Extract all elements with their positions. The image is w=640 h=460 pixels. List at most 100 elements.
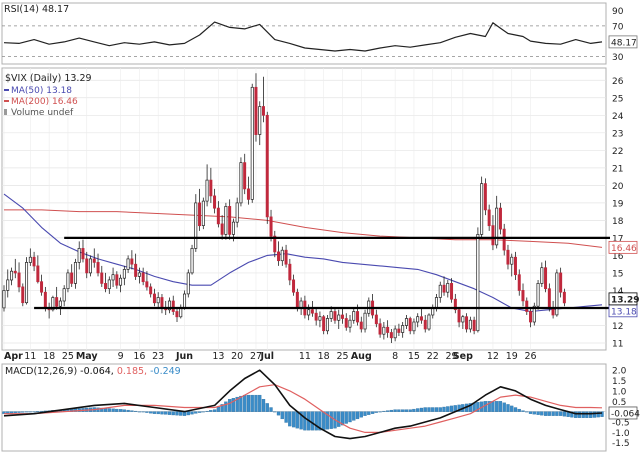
candle-down bbox=[198, 202, 202, 227]
macd-histogram-bar bbox=[536, 411, 540, 415]
candle-down bbox=[254, 86, 258, 135]
macd-histogram-bar bbox=[265, 403, 269, 412]
candle-up bbox=[194, 202, 198, 249]
candle-down bbox=[340, 314, 344, 319]
macd-histogram-bar bbox=[212, 409, 217, 412]
price-ytick-label: 24 bbox=[612, 112, 624, 122]
macd-histogram-bar bbox=[246, 394, 251, 412]
macd-histogram-bar bbox=[389, 409, 394, 412]
candle-up bbox=[88, 258, 92, 274]
macd-histogram-bar bbox=[288, 411, 292, 427]
candle-up bbox=[2, 290, 6, 309]
candle-up bbox=[434, 297, 438, 309]
candle-up bbox=[119, 277, 123, 286]
macd-histogram-bar bbox=[280, 411, 284, 420]
candle-up bbox=[510, 256, 514, 265]
candle-down bbox=[160, 297, 164, 309]
candle-up bbox=[186, 272, 190, 295]
macd-histogram-bar bbox=[224, 401, 228, 412]
macd-histogram-bar bbox=[352, 411, 356, 421]
macd-histogram-bar bbox=[434, 407, 439, 412]
candle-down bbox=[295, 291, 299, 309]
candle-down bbox=[228, 206, 232, 235]
candle-down bbox=[423, 319, 427, 330]
candle-down bbox=[529, 311, 533, 323]
candle-up bbox=[318, 316, 322, 321]
macd-histogram-bar bbox=[555, 411, 559, 416]
macd-legend-prefix: MACD(12,26,9) bbox=[5, 366, 77, 377]
candle-up bbox=[363, 312, 367, 330]
macd-histogram-bar bbox=[528, 411, 533, 414]
x-axis-label: 18 bbox=[43, 351, 55, 362]
candle-up bbox=[427, 314, 431, 330]
macd-histogram-bar bbox=[107, 408, 111, 412]
candle-down bbox=[314, 312, 318, 321]
candle-down bbox=[453, 298, 457, 311]
candle-up bbox=[167, 300, 171, 311]
candle-down bbox=[40, 281, 44, 293]
macd-ytick-label: -1.0 bbox=[612, 429, 630, 439]
candle-down bbox=[487, 209, 491, 227]
macd-histogram-bar bbox=[103, 408, 108, 412]
macd-histogram-bar bbox=[592, 411, 597, 418]
candle-down bbox=[292, 279, 296, 293]
candle-up bbox=[183, 293, 187, 309]
price-ytick-label: 11 bbox=[612, 339, 623, 349]
candle-down bbox=[130, 258, 134, 265]
macd-last-label: -0.064 bbox=[611, 409, 640, 419]
macd-histogram-bar bbox=[367, 411, 371, 415]
macd-histogram-bar bbox=[36, 411, 40, 413]
price-ytick-label: 20 bbox=[612, 182, 624, 192]
macd-histogram-bar bbox=[468, 403, 473, 412]
candle-up bbox=[58, 300, 62, 307]
candle-up bbox=[179, 307, 183, 318]
macd-histogram-bar bbox=[491, 401, 495, 412]
rsi-last-value-label-box bbox=[608, 35, 638, 49]
price-ytick-label: 23 bbox=[612, 129, 623, 139]
macd-histogram-bar bbox=[164, 411, 168, 415]
candle-down bbox=[544, 267, 548, 290]
candle-up bbox=[329, 311, 333, 319]
candle-up bbox=[532, 305, 536, 323]
candle-up bbox=[137, 272, 141, 277]
macd-histogram-bar bbox=[273, 411, 277, 413]
price-ytick-label: 12 bbox=[612, 322, 623, 332]
candle-down bbox=[273, 235, 277, 253]
candle-up bbox=[224, 206, 228, 235]
candle-down bbox=[450, 283, 454, 300]
macd-histogram-bar bbox=[310, 411, 315, 431]
ma50-legend: MA(50) 13.18 bbox=[11, 86, 72, 96]
macd-histogram-bar bbox=[276, 411, 281, 416]
macd-histogram-bar bbox=[145, 411, 149, 413]
rsi-last-value-label: 48.17 bbox=[611, 38, 637, 48]
macd-histogram-bar bbox=[408, 409, 412, 412]
candle-down bbox=[562, 291, 566, 304]
macd-histogram-bar bbox=[363, 411, 367, 416]
candle-down bbox=[374, 314, 378, 325]
macd-histogram-bar bbox=[562, 411, 567, 417]
candle-down bbox=[209, 179, 213, 197]
candle-down bbox=[96, 262, 100, 274]
macd-histogram-bar bbox=[250, 394, 254, 412]
macd-histogram-bar bbox=[228, 399, 232, 412]
x-axis-label: 8 bbox=[392, 351, 398, 362]
macd-histogram-bar bbox=[344, 411, 348, 424]
macd-histogram-bar bbox=[205, 410, 209, 412]
candle-up bbox=[401, 325, 405, 333]
macd-histogram-bar bbox=[235, 396, 239, 412]
price-ytick-label: 22 bbox=[612, 147, 623, 157]
macd-histogram-bar bbox=[17, 411, 21, 413]
macd-histogram-bar bbox=[295, 411, 299, 429]
x-axis-label: 22 bbox=[427, 351, 439, 362]
macd-histogram-bar bbox=[13, 411, 17, 414]
macd-histogram-bar bbox=[419, 407, 424, 412]
candle-up bbox=[480, 183, 484, 235]
candle-up bbox=[325, 318, 329, 332]
macd-histogram-bar bbox=[600, 411, 604, 417]
macd-histogram-bar bbox=[521, 410, 525, 412]
macd-histogram-bar bbox=[449, 405, 454, 412]
macd-histogram-bar bbox=[382, 410, 386, 412]
macd-histogram-bar bbox=[476, 402, 480, 412]
candle-down bbox=[220, 223, 224, 235]
